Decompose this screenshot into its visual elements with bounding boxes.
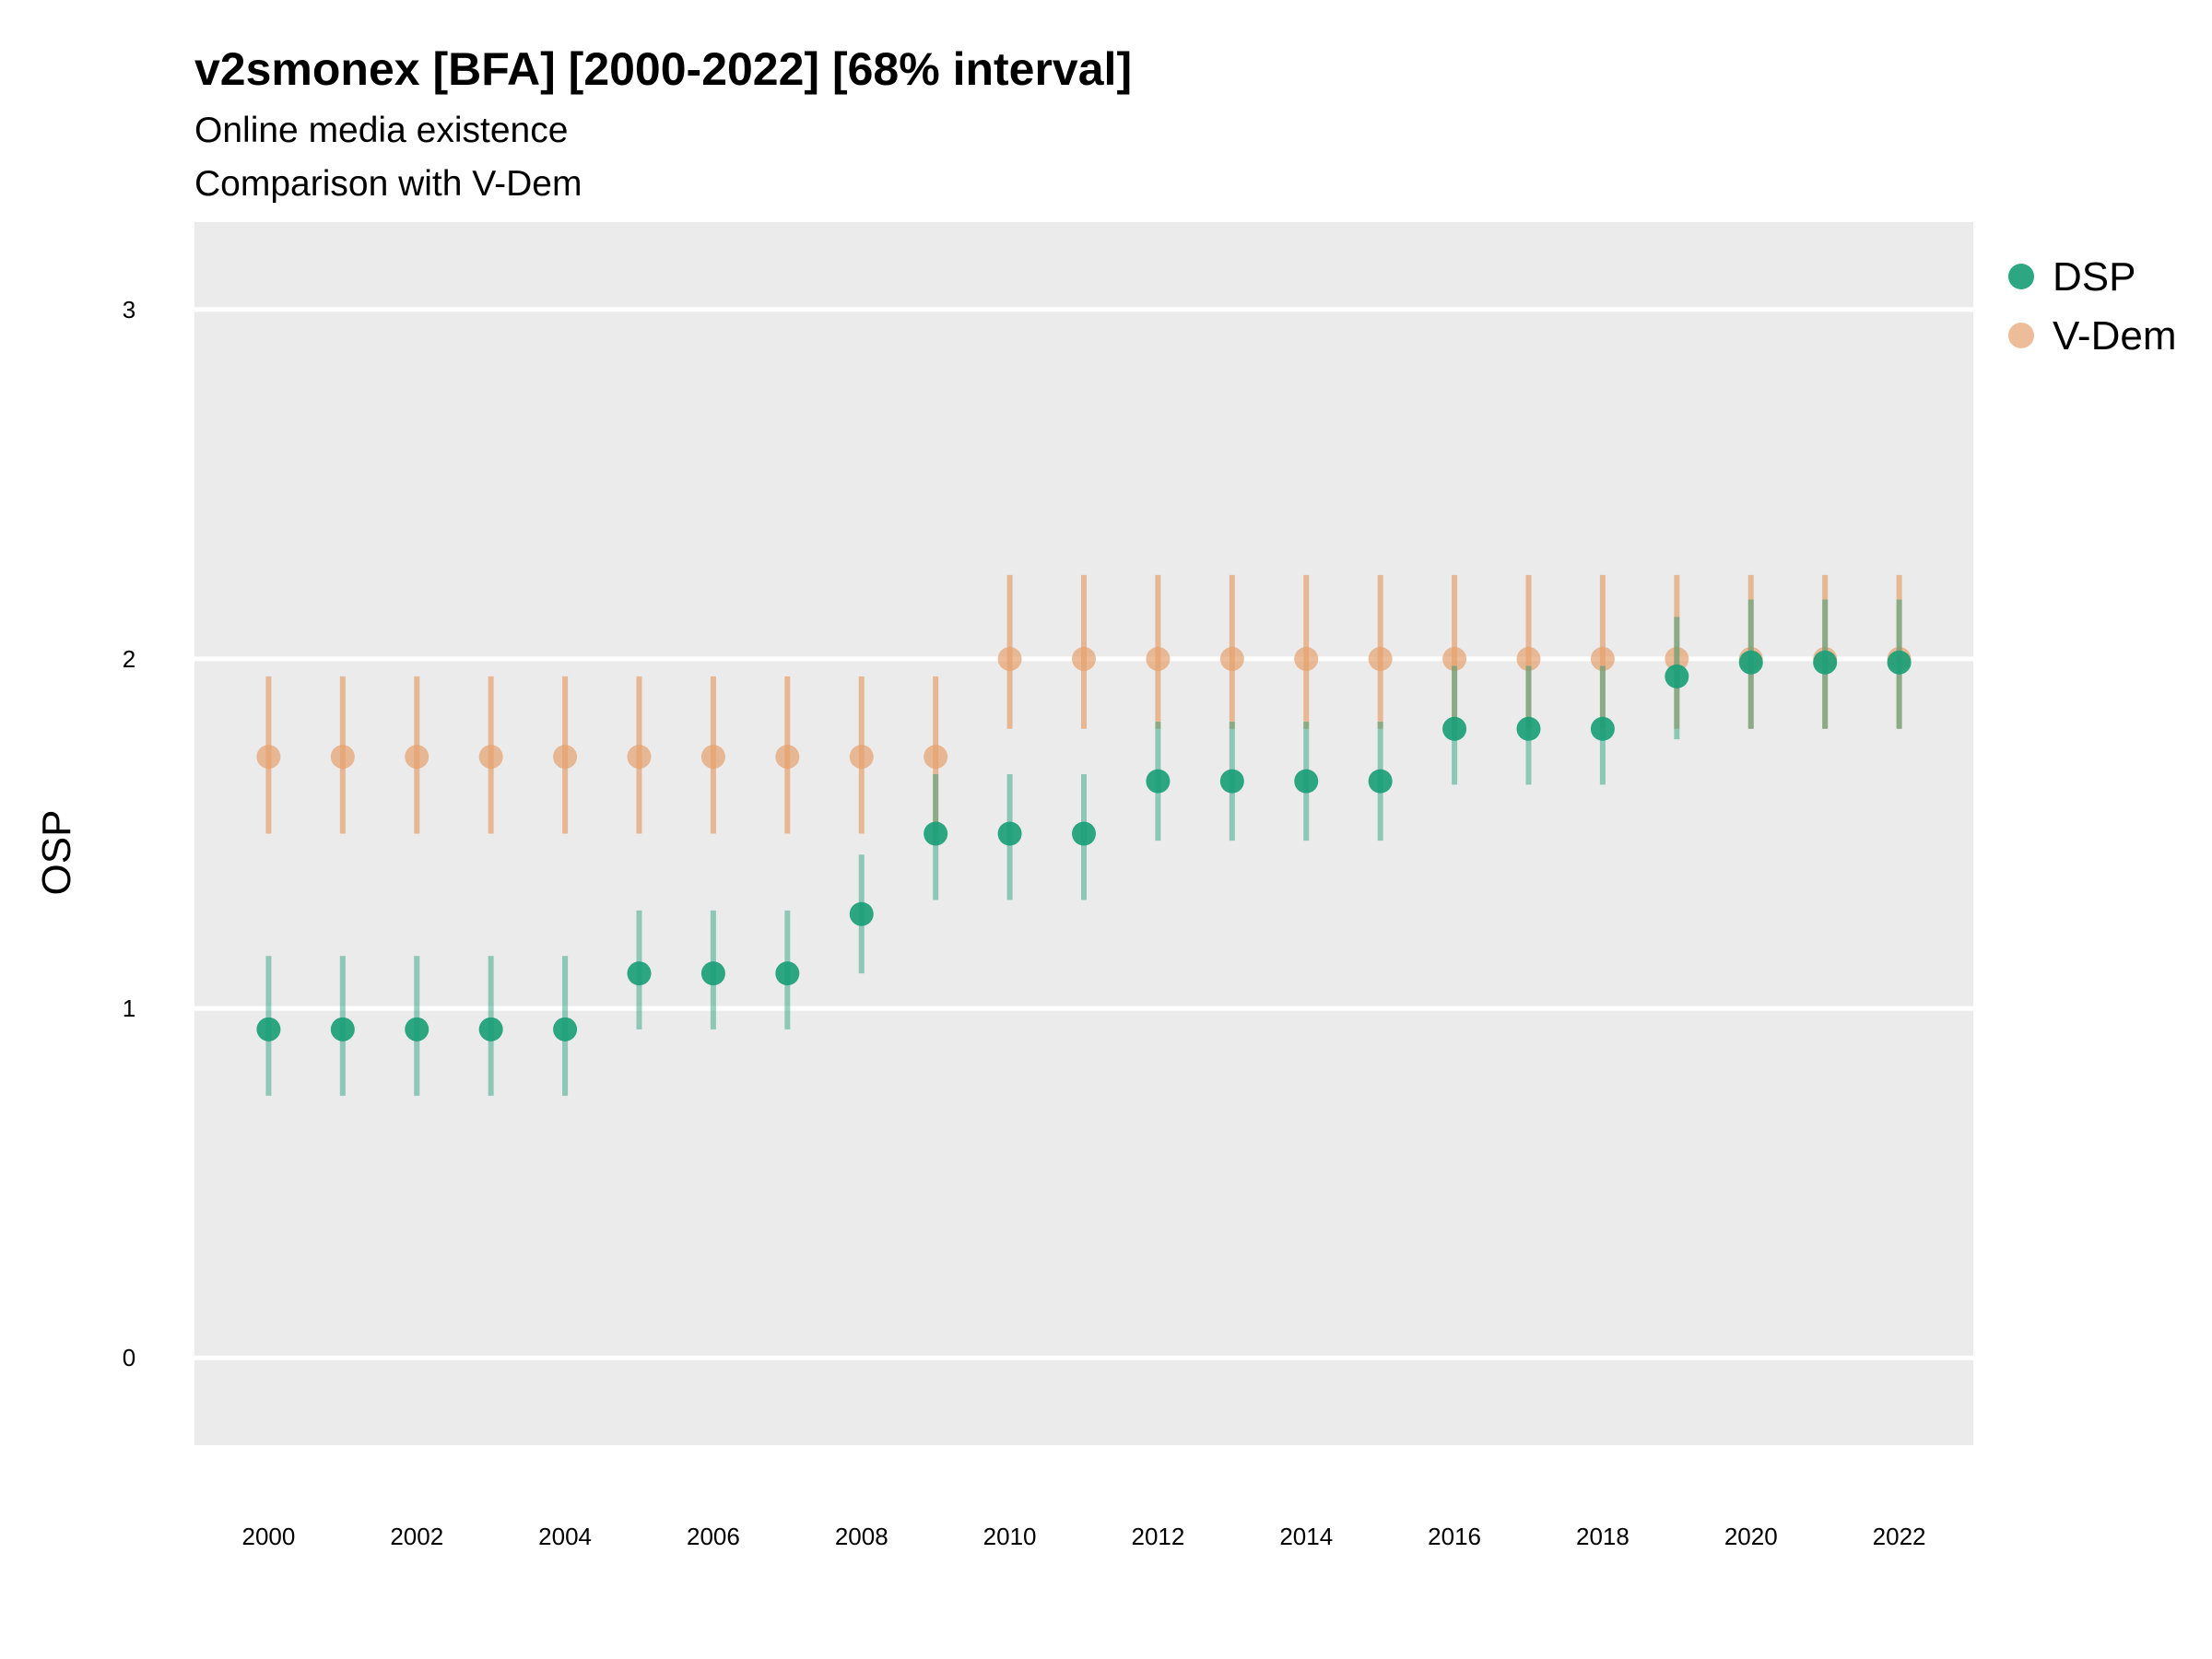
data-point bbox=[1590, 716, 1615, 741]
data-point bbox=[1665, 646, 1689, 671]
data-point bbox=[627, 961, 652, 986]
data-point bbox=[1219, 646, 1244, 671]
chart-title: v2smonex [BFA] [2000-2022] [68% interval… bbox=[194, 43, 1132, 95]
y-tick-label: 0 bbox=[123, 1344, 135, 1371]
data-point bbox=[330, 1017, 355, 1041]
x-tick-label: 2022 bbox=[1873, 1523, 1926, 1550]
data-point bbox=[1146, 646, 1171, 671]
data-point bbox=[553, 1017, 578, 1041]
series-v-dem bbox=[256, 574, 1912, 834]
data-point bbox=[775, 745, 800, 770]
y-axis-title: OSP bbox=[34, 810, 79, 896]
data-point bbox=[1665, 664, 1689, 688]
x-tick-label: 2020 bbox=[1724, 1523, 1778, 1550]
chart-subtitle-line-1: Online media existence bbox=[194, 111, 568, 150]
chart-subtitle-line-2: Comparison with V-Dem bbox=[194, 164, 582, 204]
data-point bbox=[1219, 769, 1244, 794]
data-point bbox=[1368, 646, 1393, 671]
data-point bbox=[924, 745, 948, 770]
legend-key bbox=[2008, 264, 2034, 289]
x-tick-label: 2014 bbox=[1279, 1523, 1333, 1550]
x-tick-label: 2006 bbox=[687, 1523, 740, 1550]
y-axis: 0 1 2 3 bbox=[123, 296, 135, 1371]
data-point bbox=[1813, 650, 1838, 675]
data-point bbox=[1442, 716, 1467, 741]
y-tick-label: 2 bbox=[123, 645, 135, 673]
legend-label: DSP bbox=[2053, 254, 2136, 300]
data-point bbox=[775, 961, 800, 986]
data-point bbox=[256, 745, 281, 770]
y-tick-label: 1 bbox=[123, 994, 135, 1022]
data-point bbox=[924, 821, 948, 846]
data-point bbox=[1516, 716, 1541, 741]
data-marks bbox=[256, 574, 1912, 1096]
legend-label: V-Dem bbox=[2053, 313, 2176, 359]
y-tick-label: 3 bbox=[123, 296, 135, 324]
data-point bbox=[997, 821, 1022, 846]
x-tick-label: 2010 bbox=[983, 1523, 1037, 1550]
data-point bbox=[405, 745, 429, 770]
data-point bbox=[1368, 769, 1393, 794]
x-tick-label: 2008 bbox=[835, 1523, 888, 1550]
data-point bbox=[330, 745, 355, 770]
data-point bbox=[1590, 646, 1615, 671]
data-point bbox=[478, 1017, 503, 1041]
data-point bbox=[1294, 646, 1319, 671]
x-tick-label: 2004 bbox=[538, 1523, 592, 1550]
data-point bbox=[1516, 646, 1541, 671]
x-tick-label: 2012 bbox=[1131, 1523, 1184, 1550]
data-point bbox=[849, 901, 874, 926]
data-point bbox=[1442, 646, 1467, 671]
legend-key bbox=[2008, 323, 2034, 348]
x-tick-label: 2016 bbox=[1428, 1523, 1481, 1550]
data-point bbox=[1072, 821, 1096, 846]
data-point bbox=[627, 745, 652, 770]
data-point bbox=[1072, 646, 1096, 671]
data-point bbox=[700, 745, 725, 770]
data-point bbox=[256, 1017, 281, 1041]
data-point bbox=[478, 745, 503, 770]
x-tick-label: 2002 bbox=[390, 1523, 443, 1550]
data-point bbox=[1294, 769, 1319, 794]
data-point bbox=[1738, 650, 1763, 675]
data-point bbox=[700, 961, 725, 986]
data-point bbox=[849, 745, 874, 770]
data-point bbox=[553, 745, 578, 770]
data-point bbox=[1146, 769, 1171, 794]
data-point bbox=[405, 1017, 429, 1041]
x-axis: 2000 2002 2004 2006 2008 2010 2012 2014 2016 2018… bbox=[241, 1523, 1925, 1550]
x-tick-label: 2000 bbox=[241, 1523, 295, 1550]
data-point bbox=[997, 646, 1022, 671]
series-dsp bbox=[256, 599, 1912, 1096]
data-point bbox=[1887, 650, 1912, 675]
x-tick-label: 2018 bbox=[1576, 1523, 1630, 1550]
legend: DSP V-Dem bbox=[2008, 254, 2176, 359]
